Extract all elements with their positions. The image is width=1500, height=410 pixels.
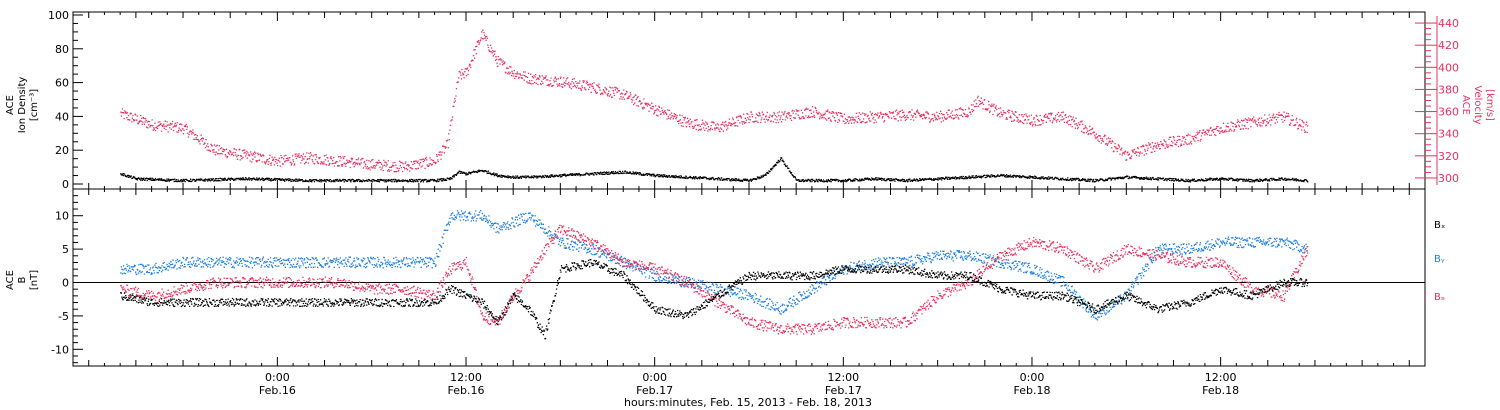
right-ytick-label: 360 <box>1438 106 1459 119</box>
x-tick-time-label: 12:00 <box>450 371 482 384</box>
left-ytick-label: 40 <box>55 110 69 123</box>
top-panel-data <box>120 29 1309 183</box>
b-ytick-label: 0 <box>62 277 69 290</box>
right-ytick-label: 380 <box>1438 83 1459 96</box>
b-ytick-label: -5 <box>58 310 69 323</box>
left-ylabel-line-1: ACE <box>5 95 16 115</box>
x-tick-date-label: Feb.16 <box>448 384 485 397</box>
x-tick-date-label: Feb.18 <box>1202 384 1239 397</box>
right-ylabel-line-1: ACE <box>1460 95 1471 115</box>
velocity-series <box>120 29 1309 173</box>
top-panel-frame <box>72 11 1426 190</box>
left-ytick-label: 100 <box>48 9 69 22</box>
b-ylabel-line-2: B <box>17 276 28 283</box>
bottom-panel-data <box>120 209 1309 340</box>
x-tick-time-label: 0:00 <box>1020 371 1045 384</box>
x-tick-time-label: 12:00 <box>1205 371 1237 384</box>
b-ylabel-line-1: ACE <box>5 270 16 290</box>
left-ytick-label: 80 <box>55 43 69 56</box>
x-tick-time-label: 12:00 <box>827 371 859 384</box>
b-ytick-label: -10 <box>51 343 69 356</box>
left-ytick-label: 0 <box>62 178 69 191</box>
left-ytick-label: 20 <box>55 144 69 157</box>
bx-series <box>120 259 1309 340</box>
time-x-axis: 0:00Feb.1612:00Feb.160:00Feb.1712:00Feb.… <box>72 12 1426 397</box>
ion-density-series <box>120 156 1309 183</box>
x-tick-date-label: Feb.17 <box>825 384 862 397</box>
x-tick-date-label: Feb.18 <box>1013 384 1050 397</box>
x-tick-time-label: 0:00 <box>265 371 290 384</box>
b-ylabel-line-3: [nT] <box>29 270 40 290</box>
right-ylabel-line-2: Velocity <box>1472 85 1483 124</box>
left-ytick-label: 60 <box>55 77 69 90</box>
right-ylabel-line-3: [km/s] <box>1484 89 1495 121</box>
x-tick-date-label: Feb.16 <box>259 384 296 397</box>
right-ytick-label: 340 <box>1438 128 1459 141</box>
legend-bx: Bₓ <box>1434 220 1445 231</box>
legend-by: Bᵧ <box>1434 254 1445 265</box>
right-ytick-label: 400 <box>1438 61 1459 74</box>
b-ytick-label: 10 <box>55 210 69 223</box>
left-ylabel-line-3: [cm⁻³] <box>29 89 40 121</box>
x-tick-time-label: 0:00 <box>642 371 667 384</box>
right-ytick-label: 420 <box>1438 39 1459 52</box>
x-tick-date-label: Feb.17 <box>636 384 673 397</box>
x-axis-title: hours:minutes, Feb. 15, 2013 - Feb. 18, … <box>624 396 872 409</box>
right-ytick-label: 300 <box>1438 172 1459 185</box>
right-ytick-label: 440 <box>1438 17 1459 30</box>
legend-bz: Bₔ <box>1434 292 1445 303</box>
left-ylabel-line-2: Ion Density <box>17 77 28 134</box>
by-series <box>120 209 1309 321</box>
right-ytick-label: 320 <box>1438 150 1459 163</box>
top-panel-axes: 0 20 40 60 80 100 300 320 340 360 380 400 420 440 <box>48 9 1459 191</box>
bottom-panel-axes: -10 -5 0 5 10 <box>51 195 1425 364</box>
bz-series <box>120 224 1309 335</box>
b-ytick-label: 5 <box>62 243 69 256</box>
